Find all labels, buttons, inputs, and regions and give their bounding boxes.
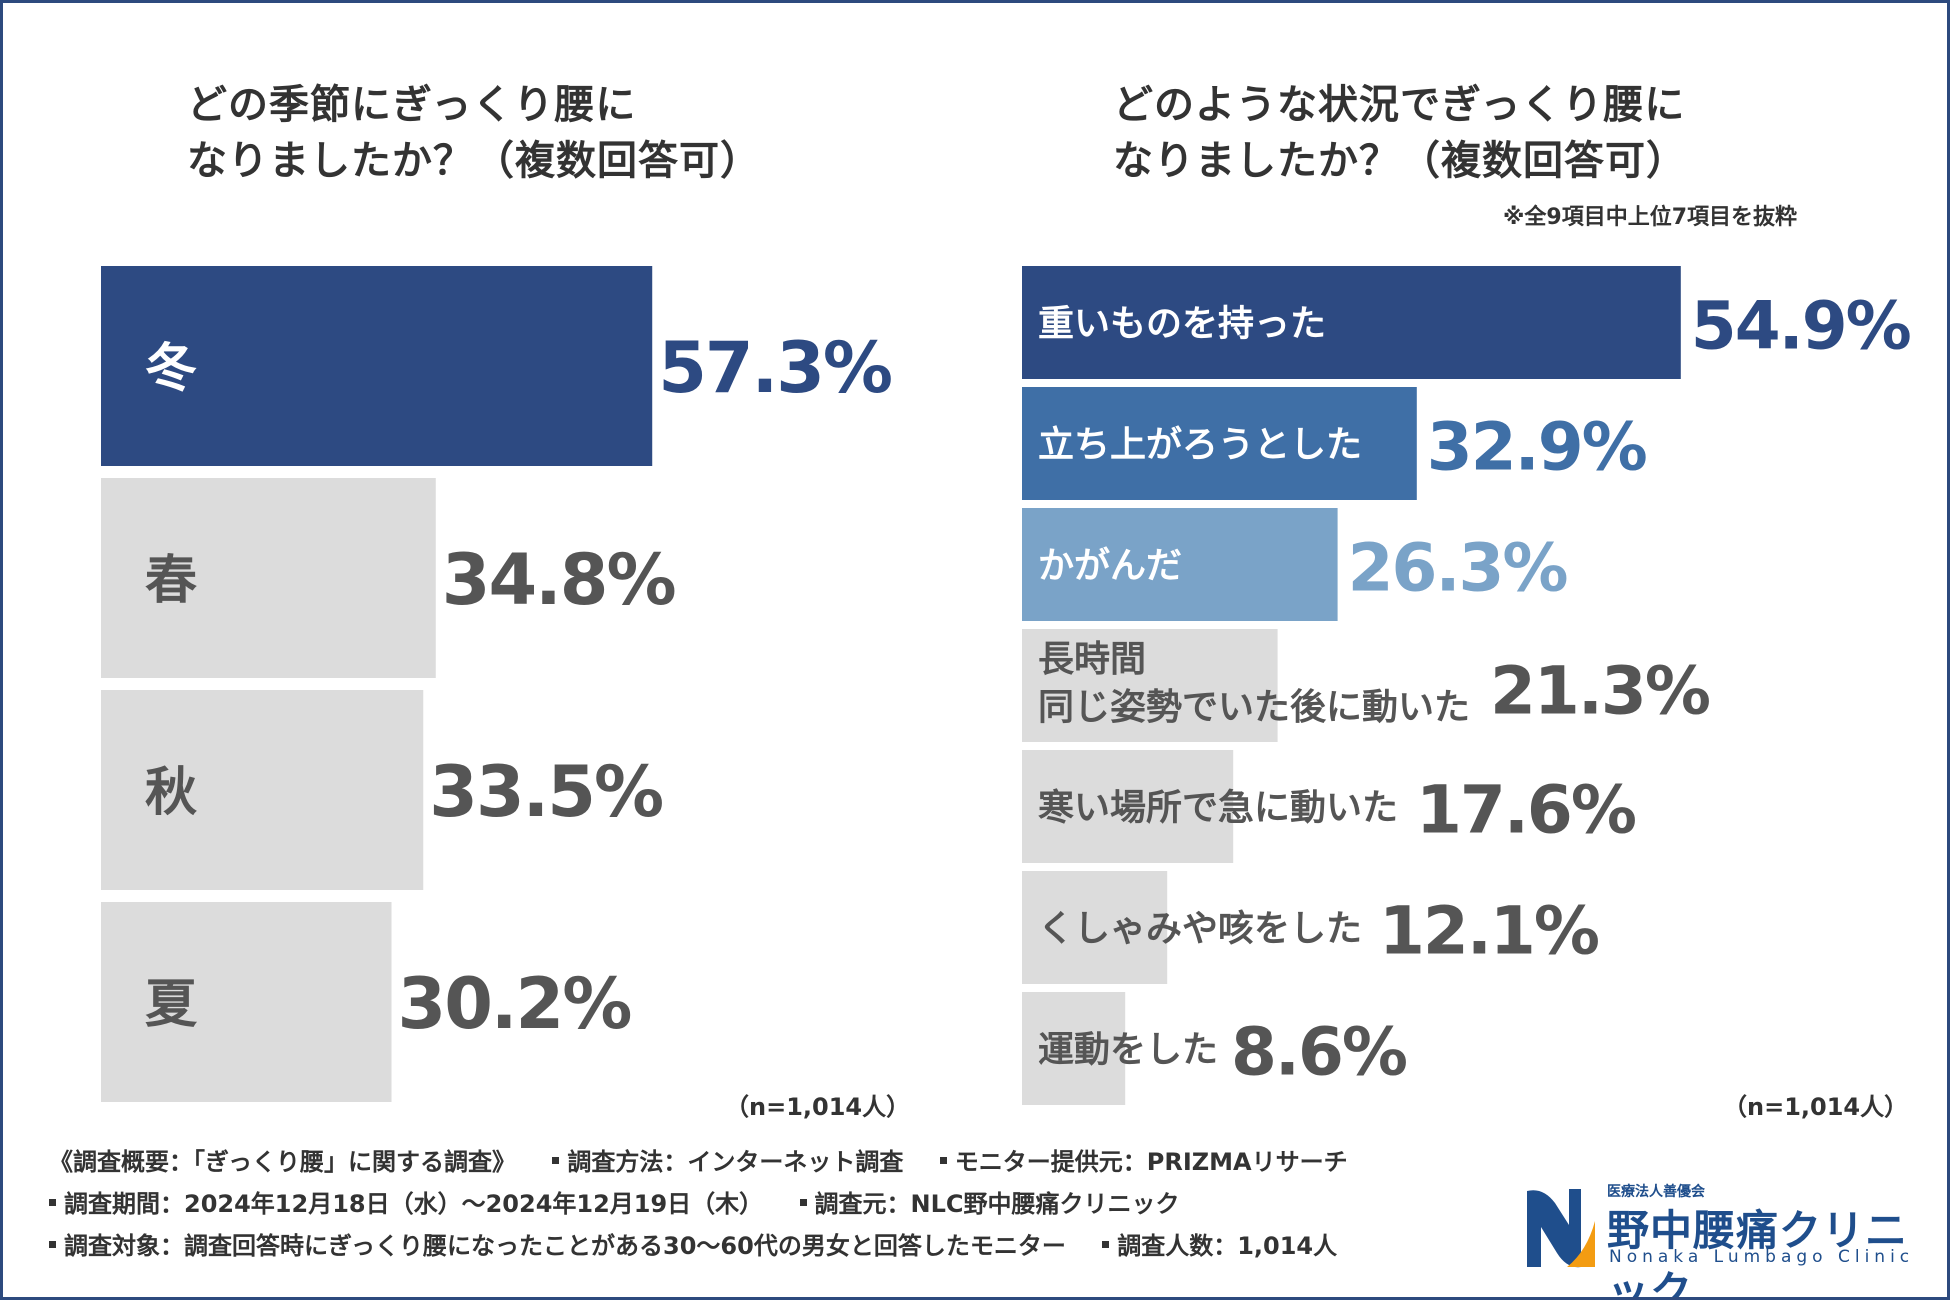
footer-target: 調査対象：調査回答時にぎっくり腰になったことがある30～60代の男女と回答したモ…: [64, 1232, 1066, 1260]
footer-source: 調査元：NLC野中腰痛クリニック: [814, 1190, 1180, 1218]
situation-label-4: 長時間同じ姿勢でいた後に動いた: [1038, 639, 1470, 728]
footer-survey-outline: 《調査概要：「ぎっくり腰」に関する調査》: [49, 1148, 517, 1176]
footer-row-3: 調査対象：調査回答時にぎっくり腰になったことがある30～60代の男女と回答したモ…: [49, 1225, 1529, 1267]
situation-bar-6: [1022, 871, 1168, 984]
situation-label-7: 運動をした: [1038, 1030, 1218, 1071]
situation-value-7: 8.6%: [1231, 1014, 1407, 1091]
situation-label-2: 立ち上がろうとした: [1038, 425, 1362, 466]
footer-period-item: 調査期間：2024年12月18日（水）～2024年12月19日（木）: [49, 1183, 763, 1225]
situation-label-1: 重いものを持った: [1038, 304, 1326, 345]
season-value-2: 34.8%: [442, 539, 675, 621]
season-bar-4: [101, 902, 392, 1102]
right-chart-title: どのような状況でぎっくり腰に なりましたか？（複数回答可）: [1113, 77, 1687, 189]
situation-label-5: 寒い場所で急に動いた: [1038, 788, 1398, 829]
season-value-4: 30.2%: [398, 963, 631, 1045]
footer-period: 調査期間：2024年12月18日（水）～2024年12月19日（木）: [64, 1190, 764, 1218]
footer-row-1: 《調査概要：「ぎっくり腰」に関する調査》 調査方法：インターネット調査 モニター…: [49, 1141, 1529, 1183]
nonaka-clinic-logo-mark-icon: [1527, 1189, 1595, 1268]
survey-footer: 《調査概要：「ぎっくり腰」に関する調査》 調査方法：インターネット調査 モニター…: [49, 1141, 1529, 1267]
logo-clinic-name-en: Nonaka Lumbago Clinic: [1609, 1247, 1915, 1267]
situation-value-6: 12.1%: [1379, 893, 1599, 970]
right-chart-note: ※全9項目中上位7項目を抜粋: [1503, 205, 1798, 230]
season-label-2: 春: [145, 551, 197, 611]
footer-method: 調査方法：インターネット調査: [567, 1148, 904, 1176]
left-title-line-1: どの季節にぎっくり腰に: [187, 82, 637, 128]
footer-provider: モニター提供元：PRIZMAリサーチ: [954, 1148, 1348, 1176]
season-label-1: 冬: [145, 339, 197, 399]
season-bar-3: [101, 690, 424, 890]
situation-bar-4: [1022, 629, 1278, 742]
footer-row-2: 調査期間：2024年12月18日（水）～2024年12月19日（木） 調査元：N…: [49, 1183, 1529, 1225]
logo-corporation-name: 医療法人善優会: [1607, 1184, 1705, 1200]
footer-method-item: 調査方法：インターネット調査: [552, 1141, 903, 1183]
right-title-line-1: どのような状況でぎっくり腰に: [1113, 82, 1686, 128]
situation-bar-5: [1022, 750, 1234, 863]
situation-bar-2: [1022, 387, 1417, 500]
situation-value-2: 32.9%: [1427, 409, 1647, 486]
footer-source-item: 調査元：NLC野中腰痛クリニック: [799, 1183, 1180, 1225]
season-label-3: 秋: [145, 763, 197, 823]
season-bar-2: [101, 478, 436, 678]
situation-value-1: 54.9%: [1691, 288, 1911, 365]
situation-value-5: 17.6%: [1416, 772, 1636, 849]
logo-clinic-name: 野中腰痛クリニック: [1607, 1206, 1909, 1300]
season-value-3: 33.5%: [429, 751, 662, 833]
season-bar-chart: 冬 57.3% 春 34.8% 秋 33.5% 夏 30.2%: [101, 266, 893, 1102]
situation-bar-3: [1022, 508, 1338, 621]
situation-label-3: かがんだ: [1038, 546, 1182, 587]
footer-count: 調査人数：1,014人: [1117, 1232, 1338, 1260]
left-chart-title: どの季節にぎっくり腰に なりましたか？（複数回答可）: [187, 77, 761, 189]
left-title-line-2: なりましたか？（複数回答可）: [187, 138, 761, 184]
situation-bar-7: [1022, 992, 1126, 1105]
footer-count-item: 調査人数：1,014人: [1102, 1225, 1337, 1267]
left-sample-size: （n=1,014人）: [725, 1093, 911, 1121]
season-value-1: 57.3%: [658, 327, 891, 409]
situation-label-6: くしゃみや咳をした: [1038, 909, 1362, 950]
right-sample-size: （n=1,014人）: [1723, 1093, 1909, 1121]
situation-bar-chart: 重いものを持った 54.9% 立ち上がろうとした 32.9% かがんだ 26.3% 長時間同…: [1022, 266, 1913, 1105]
season-bar-1: [101, 266, 653, 466]
clinic-logo: 医療法人善優会 野中腰痛クリニック Nonaka Lumbago Clinic: [1523, 1181, 1943, 1297]
season-label-4: 夏: [145, 975, 198, 1035]
situation-value-3: 26.3%: [1348, 530, 1568, 607]
right-title-line-2: なりましたか？（複数回答可）: [1113, 138, 1687, 184]
situation-value-4: 21.3%: [1490, 653, 1710, 730]
footer-target-item: 調査対象：調査回答時にぎっくり腰になったことがある30～60代の男女と回答したモ…: [49, 1225, 1066, 1267]
footer-provider-item: モニター提供元：PRIZMAリサーチ: [939, 1141, 1348, 1183]
situation-bar-1: [1022, 266, 1681, 379]
